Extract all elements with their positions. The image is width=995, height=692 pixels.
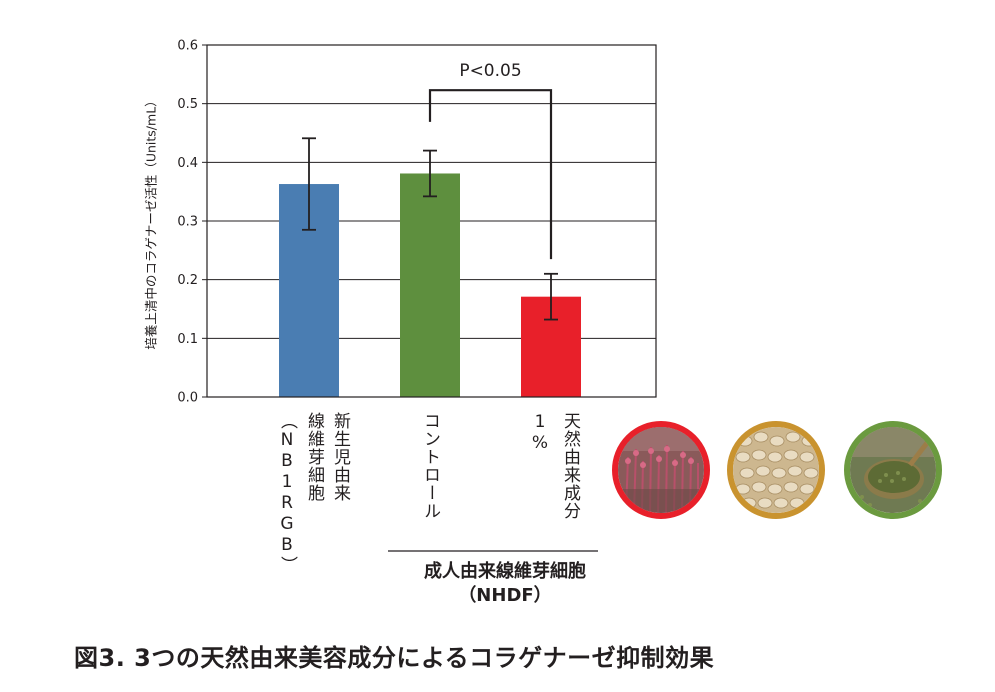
category-label-control: コントロール xyxy=(420,412,440,520)
y-ticks: 0.0 0.1 0.2 0.3 0.4 0.5 0.6 xyxy=(177,39,207,406)
y-tick-label: 0.3 xyxy=(177,215,198,230)
bars xyxy=(279,173,581,397)
category-label-nb1rgb-line2: 線維芽細胞 xyxy=(304,412,324,502)
plot-frame xyxy=(206,44,657,398)
herb-powder-photo xyxy=(844,421,942,519)
y-tick-label: 0.4 xyxy=(177,156,198,171)
bar-2 xyxy=(400,173,460,397)
group-label-line2: （NHDF） xyxy=(458,585,552,606)
category-label-natural-line1: 天然由来成分 xyxy=(560,412,580,520)
y-tick-label: 0.0 xyxy=(177,391,198,406)
y-tick-label: 0.5 xyxy=(177,97,198,112)
significance-bracket-line xyxy=(428,89,553,260)
significance-bracket: P<0.05 xyxy=(428,61,553,260)
group-label-line1: 成人由来線維芽細胞 xyxy=(424,561,586,582)
seed-photo xyxy=(727,421,825,519)
category-label-nb1rgb-line3: （NB1RGB） xyxy=(277,412,297,574)
significance-label: P<0.05 xyxy=(459,61,521,81)
red-plant-photo xyxy=(612,421,710,519)
figure-caption: 図3. 3つの天然由来美容成分によるコラゲナーゼ抑制効果 xyxy=(74,644,715,672)
seed-image xyxy=(733,427,819,513)
category-label-natural-line2: 1% xyxy=(530,412,550,454)
y-tick-label: 0.6 xyxy=(177,39,198,54)
red-plant-image xyxy=(618,427,704,513)
category-label-nb1rgb-line1: 新生児由来 xyxy=(330,412,350,502)
error-bars xyxy=(302,137,558,321)
group-label: 成人由来線維芽細胞 （NHDF） xyxy=(385,560,625,608)
y-axis-label-text: 培養上清中のコラゲナーゼ活性（Units/mL） xyxy=(143,94,159,350)
y-tick-label: 0.2 xyxy=(177,273,198,288)
herb-powder-image xyxy=(850,427,936,513)
y-tick-label: 0.1 xyxy=(177,332,198,347)
